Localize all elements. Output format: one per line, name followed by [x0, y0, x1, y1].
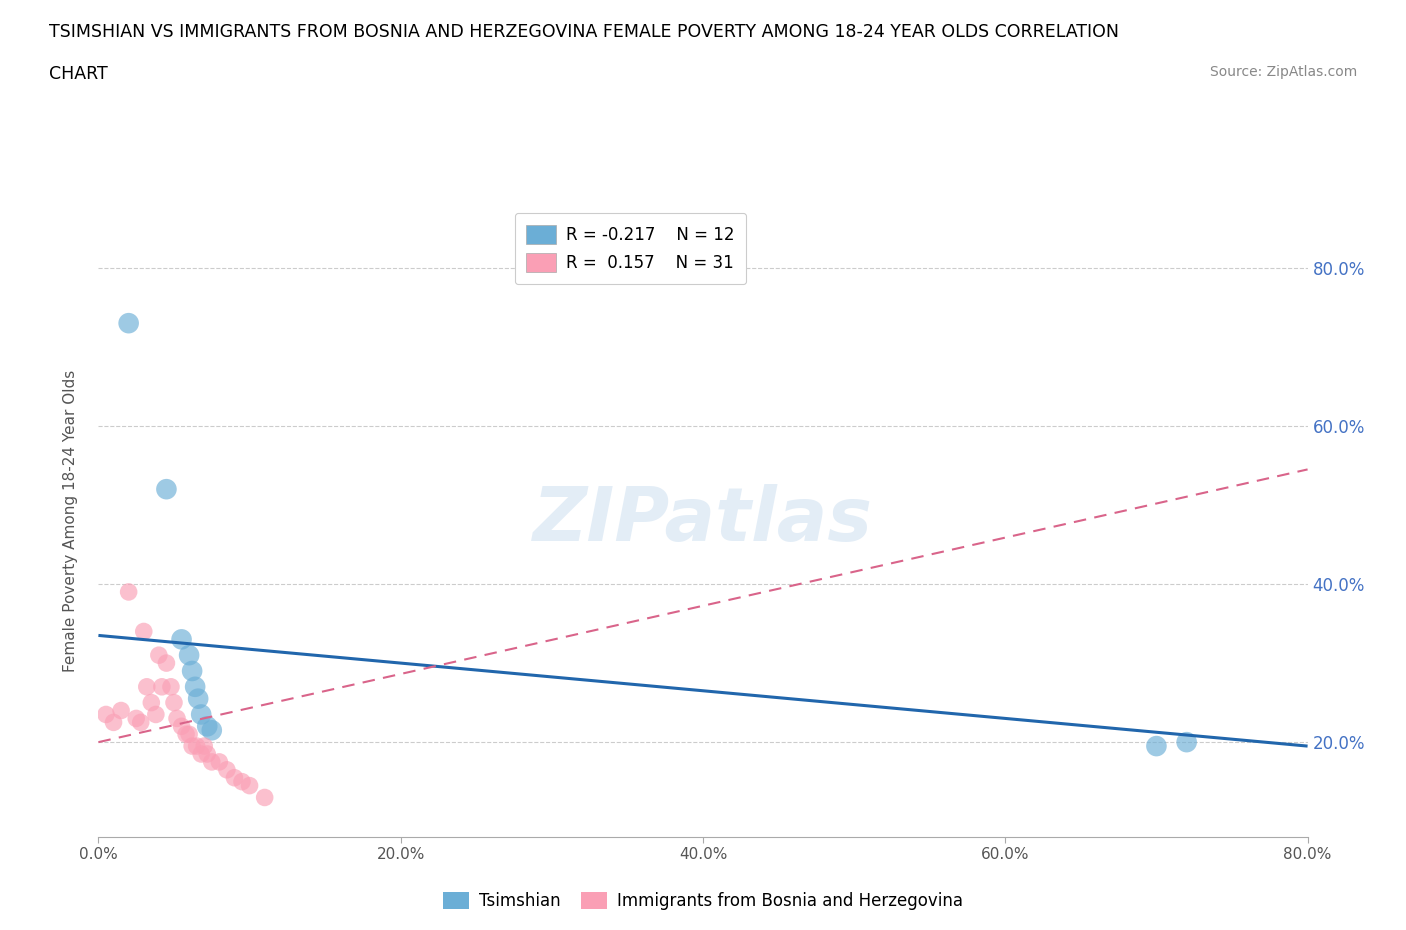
Text: Source: ZipAtlas.com: Source: ZipAtlas.com	[1209, 65, 1357, 79]
Point	[253, 790, 276, 805]
Point	[170, 632, 193, 647]
Point	[129, 715, 152, 730]
Point	[160, 679, 183, 694]
Point	[163, 696, 186, 711]
Point	[186, 738, 208, 753]
Legend: Tsimshian, Immigrants from Bosnia and Herzegovina: Tsimshian, Immigrants from Bosnia and He…	[436, 885, 970, 917]
Point	[118, 316, 141, 331]
Point	[201, 723, 224, 737]
Point	[193, 738, 215, 753]
Point	[1175, 735, 1198, 750]
Point	[195, 719, 218, 734]
Legend: R = -0.217    N = 12, R =  0.157    N = 31: R = -0.217 N = 12, R = 0.157 N = 31	[515, 213, 747, 284]
Point	[145, 707, 167, 722]
Point	[190, 747, 212, 762]
Text: TSIMSHIAN VS IMMIGRANTS FROM BOSNIA AND HERZEGOVINA FEMALE POVERTY AMONG 18-24 Y: TSIMSHIAN VS IMMIGRANTS FROM BOSNIA AND …	[49, 23, 1119, 41]
Point	[208, 754, 231, 769]
Point	[224, 770, 246, 785]
Point	[110, 703, 132, 718]
Point	[132, 624, 155, 639]
Point	[125, 711, 148, 726]
Point	[195, 747, 218, 762]
Point	[150, 679, 173, 694]
Point	[94, 707, 117, 722]
Point	[179, 648, 201, 663]
Point	[141, 696, 163, 711]
Point	[190, 707, 212, 722]
Point	[187, 691, 209, 706]
Point	[118, 585, 141, 600]
Point	[239, 778, 262, 793]
Point	[181, 738, 204, 753]
Point	[184, 679, 207, 694]
Y-axis label: Female Poverty Among 18-24 Year Olds: Female Poverty Among 18-24 Year Olds	[63, 370, 77, 672]
Point	[215, 763, 238, 777]
Text: CHART: CHART	[49, 65, 108, 83]
Point	[170, 719, 193, 734]
Point	[166, 711, 188, 726]
Point	[1144, 738, 1167, 753]
Point	[181, 664, 204, 679]
Point	[179, 727, 201, 742]
Point	[155, 482, 177, 497]
Point	[155, 656, 177, 671]
Point	[148, 648, 170, 663]
Point	[174, 727, 197, 742]
Point	[231, 774, 253, 789]
Point	[135, 679, 157, 694]
Point	[103, 715, 125, 730]
Text: ZIPatlas: ZIPatlas	[533, 485, 873, 557]
Point	[201, 754, 224, 769]
